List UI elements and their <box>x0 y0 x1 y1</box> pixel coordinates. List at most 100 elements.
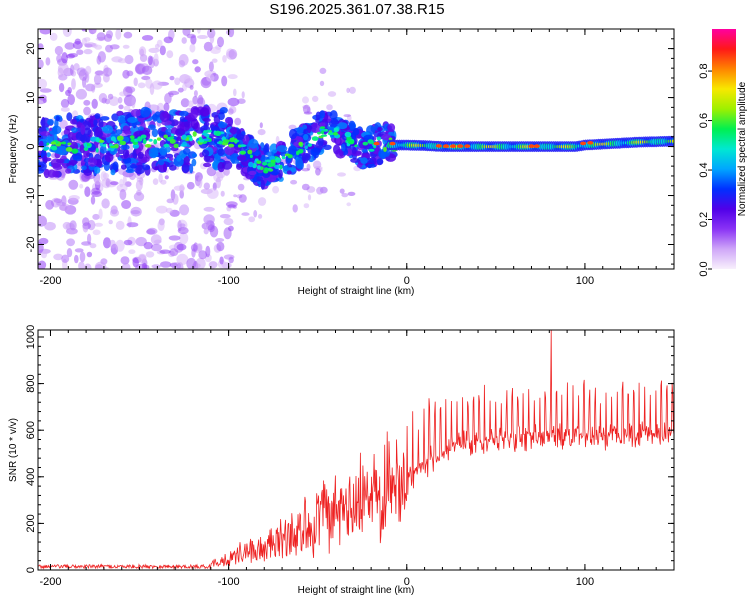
spectrogram-cell <box>160 179 167 185</box>
spectrogram-cell <box>88 157 97 167</box>
spectrogram-cell <box>279 164 283 170</box>
spectrogram-cell <box>72 41 83 50</box>
spectrogram-cell <box>151 128 158 138</box>
spectrogram-cell <box>180 98 190 108</box>
spectrogram-cell <box>233 88 237 97</box>
spectrogram-cell <box>74 254 79 264</box>
spectrogram-cell <box>68 179 79 190</box>
spectrogram-cell <box>215 177 221 189</box>
spectrogram-cell <box>305 125 313 130</box>
spectrogram-cell <box>230 126 237 135</box>
spectrogram-cell <box>153 53 159 64</box>
spectrogram-cell <box>84 142 87 149</box>
spectrogram-cell <box>360 157 368 165</box>
spectrogram-cell <box>197 35 208 39</box>
spectrogram-cell <box>201 149 210 157</box>
spectrogram-cell <box>266 151 275 157</box>
spectrogram-cell <box>98 208 103 220</box>
spectrogram-cell <box>303 134 309 141</box>
spectrogram-cell <box>82 217 90 227</box>
spectrogram-cell <box>327 91 337 97</box>
spectrogram-cell <box>373 141 380 146</box>
spectrogram-cell <box>228 49 238 60</box>
spectrogram-cell <box>191 153 198 158</box>
spectrogram-cell <box>112 161 119 171</box>
spectrogram-cell <box>169 136 175 139</box>
snr-x-tick-label: -100 <box>218 576 240 588</box>
spectrogram-cell <box>154 111 161 118</box>
spectrogram-cell <box>61 254 70 263</box>
snr-x-tick-label: 100 <box>576 576 594 588</box>
snr-plot-area <box>38 330 674 570</box>
spectrogram-cell <box>228 143 235 148</box>
spectrogram-cell <box>203 182 210 190</box>
spectrogram-cell <box>84 42 96 48</box>
spectrogram-cell <box>303 128 309 134</box>
spectrogram-cell <box>175 128 185 137</box>
spectrogram-cell <box>311 136 319 141</box>
spectrogram-cell <box>101 198 110 209</box>
spectrogram-cell <box>138 254 147 264</box>
snr-frame <box>37 329 675 571</box>
spectrogram-cell <box>260 179 265 190</box>
spectrogram-cell <box>164 175 169 180</box>
spectrogram-cell <box>249 154 253 159</box>
spectrogram-cell <box>93 74 102 85</box>
spectrogram-cell <box>191 119 199 130</box>
spectrogram-cell <box>257 129 266 136</box>
spectrogram-cell <box>61 52 68 64</box>
spectrogram-cell <box>135 236 147 247</box>
spectrogram-cell <box>52 170 60 178</box>
spectrogram-cell <box>174 77 181 86</box>
spectrogram-cell <box>210 124 215 130</box>
spectrogram-cell <box>59 119 68 129</box>
spectrogram-cell <box>464 144 471 148</box>
spectrogram-cell <box>341 143 346 152</box>
spectrogram-cell <box>40 250 48 259</box>
spectrogram-cell <box>168 235 181 241</box>
spectrogram-cell <box>146 227 158 235</box>
spectrogram-cell <box>349 86 356 94</box>
spectrogram-cell <box>163 163 167 173</box>
spectrogram-y-tick-label: -10 <box>25 188 37 204</box>
spectrogram-cell <box>248 161 254 168</box>
spectrogram-cell <box>135 263 147 269</box>
spectrogram-cell <box>248 138 259 149</box>
spectrogram-cell <box>141 35 154 41</box>
spectrogram-cell <box>312 95 319 102</box>
spectrogram-cell <box>53 198 63 203</box>
spectrogram-cell <box>197 176 203 189</box>
spectrogram-cell <box>228 225 234 232</box>
spectrogram-cell <box>197 94 204 106</box>
spectrogram-cell <box>295 157 304 169</box>
spectrogram-cell <box>307 143 313 147</box>
spectrogram-cell <box>234 117 242 126</box>
spectrogram-cell <box>223 168 231 176</box>
spectrogram-cell <box>53 253 63 261</box>
spectrogram-cell <box>104 98 111 105</box>
spectrogram-cell <box>347 191 356 196</box>
spectrogram-cell <box>160 261 172 268</box>
spectrogram-cell <box>259 122 263 129</box>
spectrogram-cell <box>169 156 174 161</box>
spectrogram-cell <box>176 136 182 142</box>
spectrogram-cell <box>96 55 102 65</box>
spectrogram-cell <box>336 137 341 145</box>
spectrogram-cell <box>65 168 72 174</box>
spectrogram-cell <box>115 220 125 230</box>
spectrogram-cell <box>150 234 162 245</box>
spectrogram-cell <box>99 145 107 154</box>
spectrogram-cell <box>189 43 196 53</box>
spectrogram-cell <box>298 141 303 147</box>
spectrogram-cell <box>237 98 246 104</box>
spectrogram-cell <box>104 152 114 163</box>
spectrogram-cell <box>51 125 62 135</box>
spectrogram-cell <box>233 194 238 198</box>
spectrogram-cell <box>94 113 101 119</box>
spectrogram-cell <box>147 124 156 130</box>
spectrogram-cell <box>296 150 300 156</box>
snr-x-axis-label: Height of straight line (km) <box>298 585 415 596</box>
spectrogram-cell <box>107 148 111 151</box>
colorbar-scale <box>712 29 736 269</box>
